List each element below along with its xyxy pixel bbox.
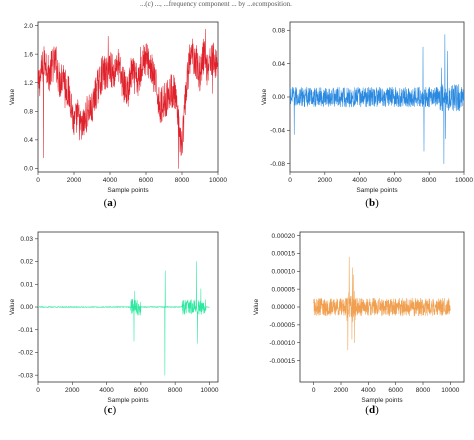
panel-label-d: (d) bbox=[365, 404, 379, 416]
x-tick-label: 2000 bbox=[65, 387, 80, 394]
panel-c: 0 2000 4000 6000 8000 10000 -0.03 -0.02 -0.01 0.0… bbox=[9, 231, 219, 416]
y-tick-label: -0.04 bbox=[270, 128, 285, 135]
x-tick-label: 4000 bbox=[361, 387, 376, 394]
x-tick-label: 6000 bbox=[388, 387, 403, 394]
y-tick-label: 2.0 bbox=[24, 23, 33, 30]
y-tick-label: 0.03 bbox=[20, 236, 33, 243]
y-tick-label: 0.00020 bbox=[272, 233, 296, 240]
x-tick-label: 6000 bbox=[134, 387, 149, 394]
y-tick-label: 0.00010 bbox=[272, 268, 296, 275]
plot-frame bbox=[37, 21, 219, 173]
y-tick-label: 0.00 bbox=[20, 304, 33, 311]
caption-fragment: ...(c) ..., ...frequency component ... b… bbox=[140, 0, 292, 8]
y-tick-label: 0.00 bbox=[272, 94, 285, 101]
series-line-b bbox=[289, 34, 465, 164]
x-axis-label: Sample points bbox=[107, 187, 149, 194]
x-tick-label: 10000 bbox=[200, 387, 218, 394]
x-tick-label: 4000 bbox=[99, 387, 114, 394]
x-axis-label: Sample points bbox=[107, 397, 149, 404]
y-tick-label: 0.8 bbox=[24, 108, 33, 115]
y-tick-label: -0.03 bbox=[18, 372, 33, 379]
series-line-d bbox=[313, 256, 451, 351]
y-axis-label: Value bbox=[9, 89, 16, 106]
x-tick-label: 2000 bbox=[67, 177, 82, 184]
x-tick-label: 6000 bbox=[387, 177, 402, 184]
y-tick-label: 0.02 bbox=[20, 259, 33, 266]
panel-d: 0 2000 4000 6000 8000 10000 -0.00015 -0.00010 -0… bbox=[253, 231, 465, 416]
x-tick-label: 6000 bbox=[139, 177, 154, 184]
x-tick-label: 8000 bbox=[416, 387, 431, 394]
y-axis-label: Value bbox=[261, 89, 268, 106]
x-tick-label: 10000 bbox=[441, 387, 459, 394]
x-tick-label: 8000 bbox=[175, 177, 190, 184]
y-tick-label: -0.01 bbox=[18, 327, 33, 334]
y-tick-label: -0.00010 bbox=[269, 340, 295, 347]
x-tick-label: 0 bbox=[312, 387, 316, 394]
y-tick-label: 0.0 bbox=[24, 166, 33, 173]
series-line-a bbox=[37, 28, 219, 169]
x-tick-label: 4000 bbox=[103, 177, 118, 184]
panel-label-c: (c) bbox=[104, 404, 117, 416]
y-tick-label: 0.00000 bbox=[272, 304, 296, 311]
y-tick-label: 1.2 bbox=[24, 80, 33, 87]
panel-a: 0 2000 4000 6000 8000 10000 0.0 0.4 0.8 1.2 1.6 2.0… bbox=[9, 21, 227, 209]
x-tick-label: 8000 bbox=[168, 387, 183, 394]
x-axis-label: Sample points bbox=[356, 187, 398, 194]
x-tick-label: 10000 bbox=[455, 177, 473, 184]
x-tick-label: 10000 bbox=[209, 177, 227, 184]
y-axis-label: Value bbox=[253, 299, 260, 316]
panel-label-a: (a) bbox=[104, 197, 117, 209]
y-tick-label: 0.00005 bbox=[272, 286, 296, 293]
x-tick-label: 0 bbox=[36, 177, 40, 184]
y-tick-label: 0.01 bbox=[20, 281, 33, 288]
y-tick-label: -0.08 bbox=[270, 161, 285, 168]
y-tick-label: 0.04 bbox=[272, 61, 285, 68]
panel-label-b: (b) bbox=[365, 197, 379, 209]
y-tick-label: 1.6 bbox=[24, 51, 33, 58]
y-tick-label: -0.00015 bbox=[269, 358, 295, 365]
panel-b: 0 2000 4000 6000 8000 10000 -0.08 -0.04 0.00 0.04… bbox=[261, 21, 473, 209]
x-tick-label: 8000 bbox=[422, 177, 437, 184]
x-tick-label: 0 bbox=[288, 177, 292, 184]
y-tick-label: -0.02 bbox=[18, 350, 33, 357]
x-axis-label: Sample points bbox=[361, 397, 403, 404]
x-tick-label: 2000 bbox=[318, 177, 333, 184]
x-tick-label: 0 bbox=[36, 387, 40, 394]
y-tick-label: 0.08 bbox=[272, 28, 285, 35]
x-tick-label: 4000 bbox=[352, 177, 367, 184]
y-axis-label: Value bbox=[9, 299, 16, 316]
y-tick-label: 0.00015 bbox=[272, 251, 296, 258]
x-tick-label: 2000 bbox=[334, 387, 349, 394]
y-tick-label: -0.00005 bbox=[269, 322, 295, 329]
y-tick-label: 0.4 bbox=[24, 137, 33, 144]
series-line-c bbox=[37, 261, 210, 376]
